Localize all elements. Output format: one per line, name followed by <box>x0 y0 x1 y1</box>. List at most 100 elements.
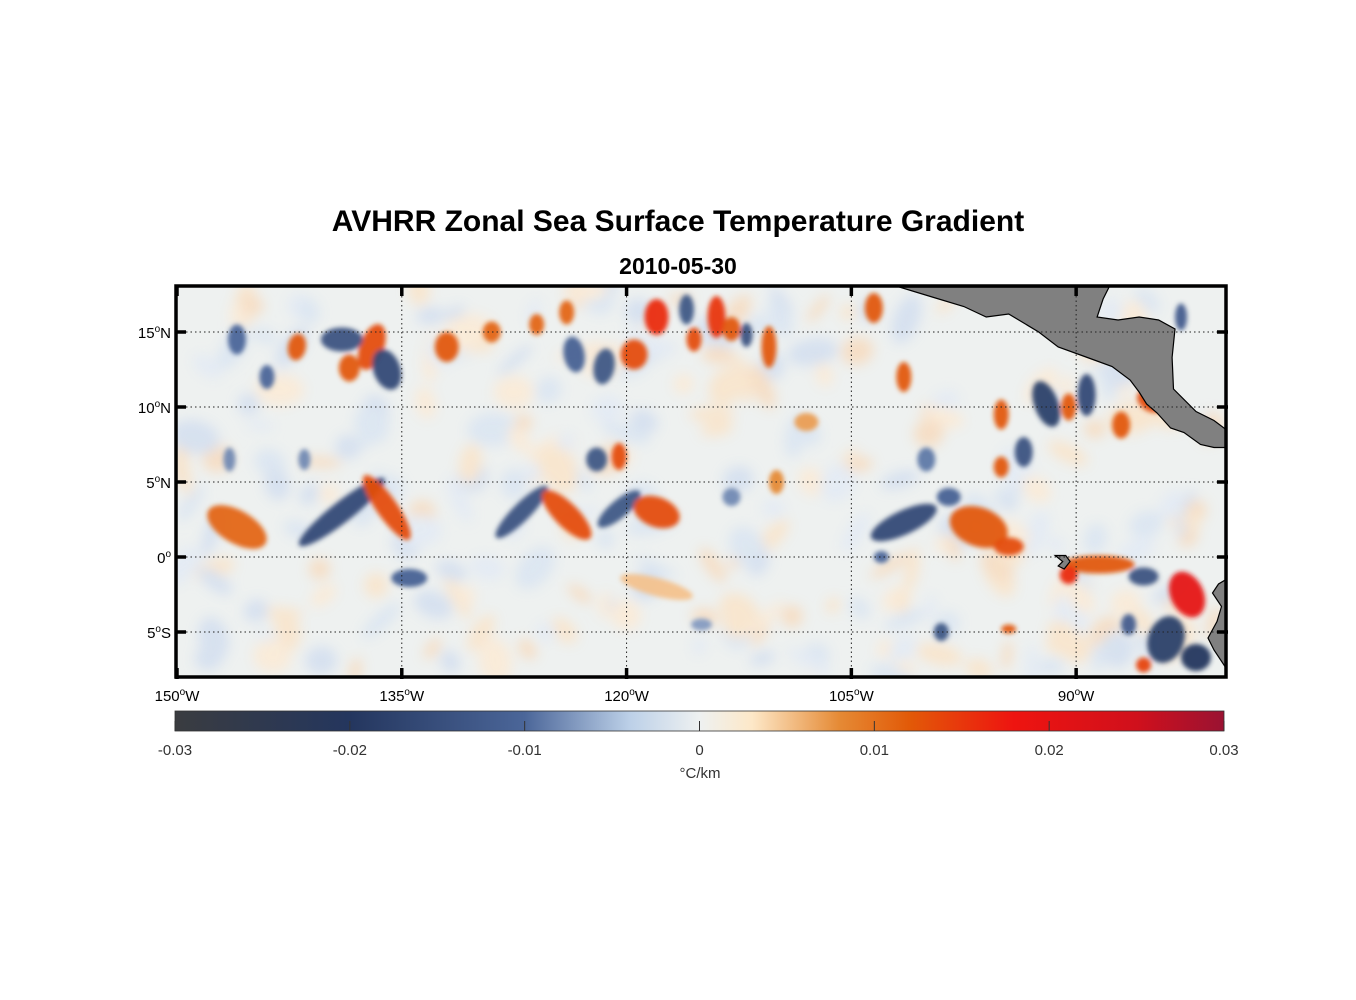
texture-blob <box>535 376 562 404</box>
texture-blob <box>700 422 734 437</box>
texture-blob <box>786 648 832 676</box>
texture-blob <box>820 462 856 502</box>
texture-blob <box>748 364 776 410</box>
gradient-feature-50 <box>933 623 949 641</box>
texture-blob <box>1047 620 1090 664</box>
gradient-feature-13 <box>611 443 627 470</box>
texture-blob <box>1022 510 1050 556</box>
texture-blob <box>518 638 537 660</box>
texture-blob <box>891 294 922 344</box>
gradient-feature-10 <box>597 490 641 528</box>
gradient-feature-56 <box>298 449 311 470</box>
colorbar-tick-label: -0.01 <box>508 742 542 759</box>
texture-blob <box>807 294 830 323</box>
texture-blob <box>1131 608 1155 636</box>
gradient-feature-6 <box>287 333 307 361</box>
texture-blob <box>731 355 754 403</box>
colorbar: -0.03 -0.02 -0.01 0 0.01 0.02 0.03 °C/km <box>158 710 1239 782</box>
texture-blob <box>550 617 578 644</box>
texture-blob <box>458 443 482 484</box>
texture-blob <box>992 485 1026 500</box>
texture-blob <box>722 466 754 493</box>
gradient-feature-58 <box>722 488 741 506</box>
texture-blob <box>699 547 727 583</box>
gradient-feature-19 <box>620 339 648 370</box>
gradient-feature-52 <box>391 569 428 587</box>
texture-blob <box>913 418 944 448</box>
lon-label: 120oW <box>604 687 650 705</box>
colorbar-tick-label: 0.03 <box>1209 742 1238 759</box>
map-frame <box>174 284 1228 679</box>
gradient-feature-17 <box>559 300 575 325</box>
gradient-feature-5 <box>372 349 402 390</box>
gradient-feature-47 <box>1181 644 1212 671</box>
land-south-america <box>1207 578 1226 670</box>
texture-blob <box>565 287 609 302</box>
texture-blob <box>701 346 735 364</box>
gradient-feature-2 <box>362 475 411 540</box>
gradient-feature-46 <box>1147 616 1185 663</box>
gradient-feature-25 <box>593 348 615 385</box>
gradient-feature-60 <box>794 413 819 431</box>
texture-blob <box>177 484 205 522</box>
colorbar-tick-label: -0.03 <box>158 742 192 759</box>
texture-blob <box>299 483 320 506</box>
texture-blob <box>885 608 927 631</box>
colorbar-tick-label: 0 <box>695 742 703 759</box>
gradient-feature-62 <box>620 573 693 601</box>
lon-label: 105oW <box>829 687 875 705</box>
colorbar-unit-label: °C/km <box>680 765 721 782</box>
texture-blob <box>840 304 857 321</box>
texture-blob <box>414 590 453 619</box>
texture-blob <box>880 470 920 490</box>
texture-blob <box>1183 512 1201 531</box>
colorbar-tick-label: -0.02 <box>333 742 367 759</box>
texture-blob <box>848 597 870 619</box>
texture-blob <box>1099 298 1124 324</box>
texture-blob <box>297 297 320 325</box>
texture-blob <box>469 555 505 580</box>
gradient-feature-51 <box>1001 624 1017 634</box>
lat-label: 10oN <box>138 399 171 417</box>
gradient-feature-44 <box>1128 567 1159 586</box>
texture-blob <box>691 636 707 655</box>
gradient-feature-0 <box>207 505 267 549</box>
texture-blob <box>815 362 833 387</box>
texture-blob <box>467 412 518 447</box>
gradient-feature-31 <box>1032 381 1061 427</box>
gradient-feature-43 <box>1059 566 1078 584</box>
gradient-feature-27 <box>740 323 753 347</box>
gradient-feature-22 <box>722 317 741 341</box>
lat-label: 5oS <box>147 624 171 642</box>
texture-blob <box>935 535 949 553</box>
map-date: 2010-05-30 <box>619 253 737 279</box>
texture-blob <box>625 330 674 357</box>
texture-blob <box>443 305 466 321</box>
texture-blob <box>493 375 534 409</box>
lat-label: 5oN <box>146 474 171 492</box>
texture-blob <box>1083 523 1107 555</box>
lat-label: 0o <box>157 549 171 567</box>
texture-blob <box>253 639 292 673</box>
texture-blob <box>354 406 390 444</box>
texture-blob <box>274 607 301 651</box>
texture-blob <box>846 456 873 473</box>
gradient-feature-15 <box>482 321 501 343</box>
lat-label: 15oN <box>138 324 171 342</box>
texture-blob <box>749 650 776 666</box>
lon-label: 90oW <box>1058 687 1095 705</box>
texture-blob <box>435 560 468 581</box>
texture-blob <box>310 583 337 607</box>
texture-blob <box>635 556 678 579</box>
texture-blob <box>446 477 473 523</box>
texture-blob <box>243 599 269 622</box>
texture-blob <box>689 406 735 424</box>
gradient-feature-35 <box>993 456 1009 478</box>
texture-blob <box>193 354 222 379</box>
texture-blob <box>916 642 963 667</box>
lon-label: 135oW <box>379 687 425 705</box>
gradient-feature-16 <box>529 314 545 335</box>
texture-blob <box>452 326 479 353</box>
texture-blob <box>1084 420 1106 439</box>
